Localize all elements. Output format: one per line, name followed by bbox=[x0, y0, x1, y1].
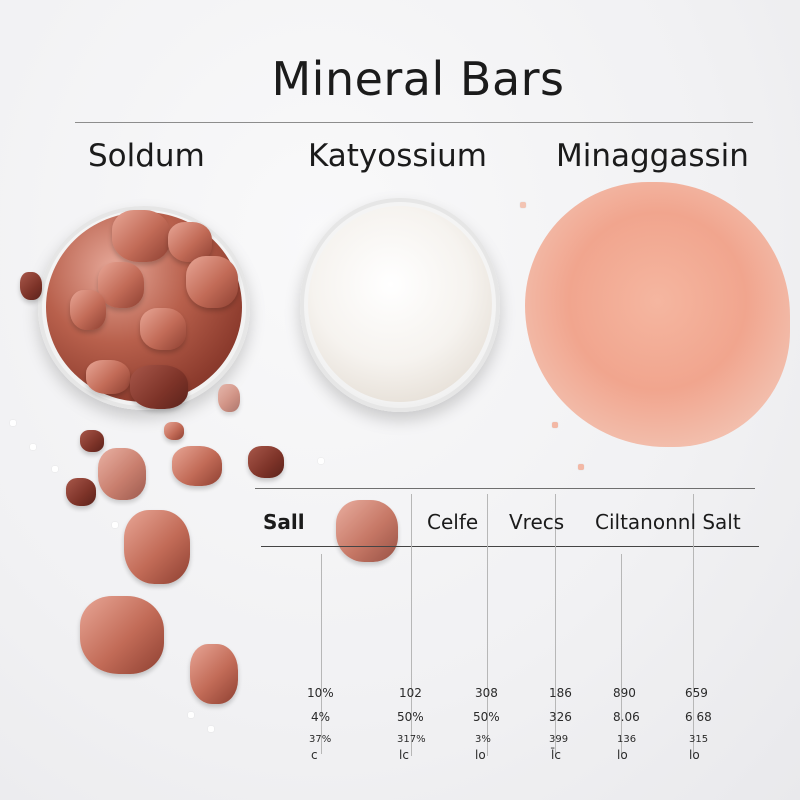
scattered-crystal bbox=[218, 384, 240, 412]
column-line bbox=[411, 494, 412, 756]
table-cell: 102 bbox=[399, 686, 422, 700]
table-cell: lo bbox=[617, 748, 628, 762]
scattered-crystal bbox=[66, 478, 96, 506]
table-cell: 186 bbox=[549, 686, 572, 700]
header-ciltanonnl-salt: Ciltanonnl Salt bbox=[595, 510, 741, 534]
table-cell: 315 bbox=[689, 734, 709, 745]
table-cell: 308 bbox=[475, 686, 498, 700]
crystal bbox=[112, 210, 170, 262]
table-cell: l̄c bbox=[551, 748, 561, 762]
white-salt-grains bbox=[308, 206, 492, 402]
page-title: Mineral Bars bbox=[271, 52, 565, 106]
column-line bbox=[555, 494, 556, 756]
table-cell: lo bbox=[475, 748, 486, 762]
header-celfe: Celfe bbox=[427, 510, 479, 534]
table-cell: 50% bbox=[397, 710, 424, 724]
crystal bbox=[98, 262, 144, 308]
column-line bbox=[693, 494, 694, 756]
salt-grain bbox=[10, 420, 16, 426]
table-cell: lc bbox=[399, 748, 409, 762]
salt-grain bbox=[578, 464, 584, 470]
crystal bbox=[168, 222, 212, 262]
table-cell: 659 bbox=[685, 686, 708, 700]
crystal bbox=[186, 256, 238, 308]
column-line bbox=[621, 554, 622, 754]
table-cell: 317% bbox=[397, 734, 426, 745]
table-cell: 3% bbox=[475, 734, 491, 745]
crystal bbox=[86, 360, 130, 394]
salt-grain bbox=[520, 202, 526, 208]
label-katyossium: Katyossium bbox=[308, 138, 488, 174]
scattered-crystal bbox=[20, 272, 42, 300]
table-cell: 136 bbox=[617, 734, 637, 745]
table-cell: 10% bbox=[307, 686, 334, 700]
scattered-crystal bbox=[98, 448, 146, 500]
salt-grain bbox=[318, 458, 324, 464]
table-cell: 8.06 bbox=[613, 710, 640, 724]
table-crystal bbox=[336, 500, 398, 562]
scattered-crystal bbox=[80, 430, 104, 452]
header-vrecs: Vrecs bbox=[509, 510, 565, 534]
salt-grain bbox=[112, 522, 118, 528]
scattered-crystal bbox=[164, 422, 184, 440]
label-soldum: Soldum bbox=[88, 138, 205, 174]
mineral-table: Sall Celfe Vrecs Ciltanonnl Salt 10% 102… bbox=[255, 488, 759, 788]
table-cell: 890 bbox=[613, 686, 636, 700]
scattered-crystal bbox=[172, 446, 222, 486]
scattered-crystal bbox=[248, 446, 284, 478]
table-cell: lo bbox=[689, 748, 700, 762]
table-cell: c bbox=[311, 748, 318, 762]
title-divider bbox=[75, 122, 753, 123]
header-sall: Sall bbox=[263, 510, 305, 534]
table-cell: 4% bbox=[311, 710, 331, 724]
table-top-rule bbox=[255, 488, 755, 489]
salt-grain bbox=[30, 444, 36, 450]
table-cell: 399 bbox=[549, 734, 569, 745]
table-header-rule bbox=[261, 546, 759, 547]
table-cell: 326 bbox=[549, 710, 572, 724]
table-cell: 37% bbox=[309, 734, 332, 745]
label-minaggassin: Minaggassin bbox=[556, 138, 749, 174]
scattered-crystal bbox=[190, 644, 238, 704]
table-cell: 6 68 bbox=[685, 710, 712, 724]
salt-grain bbox=[52, 466, 58, 472]
peach-salt-pile bbox=[525, 182, 790, 447]
scattered-crystal bbox=[80, 596, 164, 674]
salt-grain bbox=[208, 726, 214, 732]
salt-grain bbox=[552, 422, 558, 428]
column-line bbox=[321, 554, 322, 754]
crystal bbox=[140, 308, 186, 350]
salt-grain bbox=[188, 712, 194, 718]
crystal bbox=[70, 290, 106, 330]
table-cell: 50% bbox=[473, 710, 500, 724]
crystal bbox=[130, 365, 188, 409]
scattered-crystal bbox=[124, 510, 190, 584]
column-line bbox=[487, 494, 488, 756]
